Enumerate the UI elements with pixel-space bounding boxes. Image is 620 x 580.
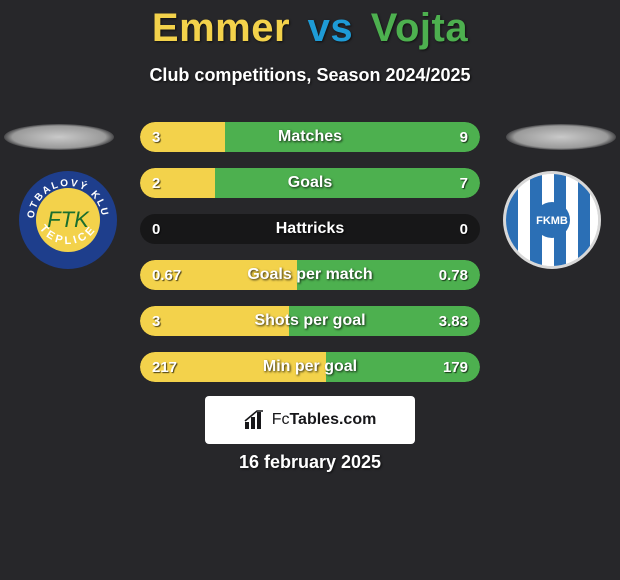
stat-row: 39Matches (140, 122, 480, 152)
badge-shadow-left (4, 124, 114, 150)
title: Emmer vs Vojta (0, 0, 620, 51)
badge-shadow-right (506, 124, 616, 150)
brand-text: FcTables.com (272, 411, 377, 429)
bar-chart-icon (244, 410, 266, 430)
team-badge-left: FOTBALOVÝ KLUB TEPLICE FTK (18, 170, 118, 270)
subtitle: Club competitions, Season 2024/2025 (0, 65, 620, 86)
stat-label: Min per goal (140, 352, 480, 382)
brand-prefix: Fc (272, 411, 290, 428)
stat-row: 217179Min per goal (140, 352, 480, 382)
stat-label: Goals per match (140, 260, 480, 290)
date: 16 february 2025 (0, 452, 620, 473)
boleslav-crest-icon: FKMB (502, 170, 602, 270)
brand-box: FcTables.com (205, 396, 415, 444)
title-player1: Emmer (152, 6, 290, 50)
stat-label: Hattricks (140, 214, 480, 244)
stat-label: Matches (140, 122, 480, 152)
svg-text:FKMB: FKMB (536, 215, 568, 227)
title-vs: vs (308, 6, 354, 50)
comparison-rows: 39Matches 27Goals 00Hattricks 0.670.78Goals… (140, 122, 480, 398)
stat-row: 00Hattricks (140, 214, 480, 244)
title-player2: Vojta (371, 6, 468, 50)
stat-label: Shots per goal (140, 306, 480, 336)
stat-row: 27Goals (140, 168, 480, 198)
stat-label: Goals (140, 168, 480, 198)
stat-row: 33.83Shots per goal (140, 306, 480, 336)
svg-text:FTK: FTK (47, 207, 90, 232)
brand-suffix: Tables.com (289, 411, 376, 428)
stat-row: 0.670.78Goals per match (140, 260, 480, 290)
team-badge-right: FKMB (502, 170, 602, 270)
teplice-crest-icon: FOTBALOVÝ KLUB TEPLICE FTK (18, 170, 118, 270)
